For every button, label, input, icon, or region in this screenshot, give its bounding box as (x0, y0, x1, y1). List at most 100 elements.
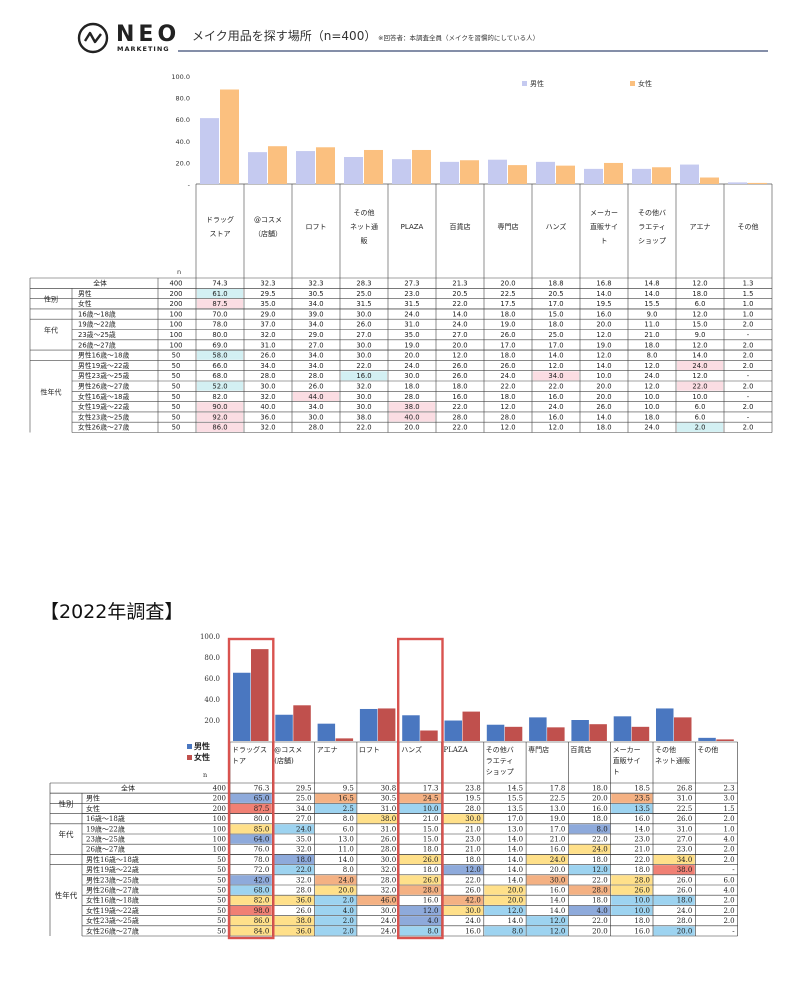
table-cell: 28.0 (308, 372, 323, 380)
bar-male (359, 708, 378, 741)
table-cell: 9.5 (343, 785, 354, 793)
table-cell: 38.0 (404, 403, 419, 411)
highlight-cell (230, 916, 272, 926)
table-cell: 22.0 (634, 856, 650, 864)
table-cell: 2.0 (723, 856, 734, 864)
row-label: 男性16歳～18歳 (78, 351, 129, 360)
y-tick-label: 60.0 (204, 675, 220, 683)
highlight-cell (357, 814, 399, 824)
table-cell: 19.5 (465, 795, 481, 803)
highlight-cell (230, 875, 272, 885)
table-cell: 21.0 (465, 846, 481, 854)
table-cell: 24.0 (500, 372, 515, 380)
table-cell: 24.0 (381, 917, 397, 925)
table-cell: 18.0 (548, 321, 563, 329)
highlight-cell (315, 916, 357, 926)
table-cell: 10.0 (596, 372, 611, 380)
table-cell: 12.0 (423, 907, 439, 915)
table-cell: 8.0 (647, 352, 658, 360)
table-cell: 26.0 (634, 887, 650, 895)
table-cell: 36.0 (296, 927, 312, 935)
row-n: 50 (172, 424, 181, 432)
bar-female (716, 739, 734, 741)
table-cell: 16.0 (634, 815, 650, 823)
table-cell: 4.0 (723, 887, 734, 895)
table-cell: 12.0 (592, 866, 608, 874)
highlight-cell (272, 854, 315, 865)
y-tick-label: 80.0 (176, 95, 190, 103)
table-cell: 87.5 (254, 805, 270, 813)
table-cell: 27.0 (452, 331, 467, 339)
category-label: PLAZA (401, 223, 424, 231)
highlight-cell (442, 865, 484, 875)
table-cell: 2.0 (743, 341, 754, 349)
table-cell: 19.5 (596, 300, 611, 308)
bar-female (508, 165, 527, 184)
table-cell: 32.0 (356, 383, 371, 391)
table-cell: 18.0 (596, 424, 611, 432)
bar-male (529, 717, 547, 741)
row-n: 100 (213, 846, 226, 854)
table-cell: 16.0 (550, 846, 566, 854)
bar-male (233, 672, 251, 741)
table-cell: 35.0 (260, 300, 275, 308)
bar-male (584, 168, 603, 184)
table-cell: 30.5 (308, 290, 323, 298)
table-cell: 4.0 (343, 907, 354, 915)
table-cell: 32.0 (260, 331, 275, 339)
highlight-cell (272, 895, 315, 905)
legend-swatch-female (187, 755, 192, 760)
table-cell: 12.0 (548, 362, 563, 370)
table-cell: 14.5 (508, 785, 524, 793)
table-cell: 28.0 (308, 424, 323, 432)
table-cell: 12.0 (548, 424, 563, 432)
table-cell: 30.0 (356, 352, 371, 360)
table-cell: 30.5 (381, 795, 397, 803)
table-cell: 32.0 (260, 424, 275, 432)
table-cell: 15.0 (548, 310, 563, 318)
row-n: 200 (213, 805, 226, 813)
table-cell: 12.0 (465, 866, 481, 874)
row-n: 100 (213, 825, 226, 833)
report-header: NEO MARKETING メイク用品を探す場所（n=400） ※回答者：本調査… (77, 22, 768, 54)
table-cell: 18.0 (644, 413, 659, 421)
table-cell: 22.0 (465, 876, 481, 884)
logo-text: NEO (116, 22, 180, 47)
bar-female (631, 726, 650, 741)
table-cell: - (747, 372, 750, 380)
table-cell: 69.0 (212, 341, 227, 349)
table-cell: 4.0 (597, 907, 608, 915)
table-cell: 14.0 (508, 846, 524, 854)
row-label: 女性19歳～22歳 (78, 402, 129, 411)
bar-male (344, 157, 363, 184)
table-cell: 85.0 (254, 825, 270, 833)
table-cell: 2.0 (723, 917, 734, 925)
row-n: 100 (170, 331, 183, 339)
respondent-note: ※回答者：本調査全員（メイクを習慣的にしている人） (378, 33, 539, 42)
table-cell: 78.0 (254, 856, 270, 864)
table-cell: 87.5 (212, 300, 227, 308)
highlight-cell (230, 895, 272, 905)
category-label: アエナ (690, 223, 711, 231)
table-cell: 32.0 (381, 887, 397, 895)
highlight-cell (230, 834, 272, 844)
table-cell: 12.0 (692, 341, 707, 349)
table-cell: 27.0 (356, 331, 371, 339)
highlight-cell (399, 885, 441, 895)
highlight-cell (611, 793, 653, 803)
row-n: 50 (217, 856, 226, 864)
table-cell: 20.0 (592, 795, 608, 803)
table-cell: 31.0 (677, 825, 693, 833)
bar-female (420, 730, 438, 741)
row-label: 女性16歳～18歳 (86, 896, 139, 905)
bar-female (748, 182, 767, 184)
category-label: その他バ (638, 208, 666, 217)
bar-male (248, 152, 267, 184)
table-cell: 12.0 (692, 310, 707, 318)
table-cell: 22.0 (356, 424, 371, 432)
row-n: 200 (170, 300, 183, 308)
bar-male (536, 161, 555, 184)
table-cell: 30.0 (308, 413, 323, 421)
table-cell: 23.0 (634, 836, 650, 844)
table-cell: 26.0 (465, 887, 481, 895)
